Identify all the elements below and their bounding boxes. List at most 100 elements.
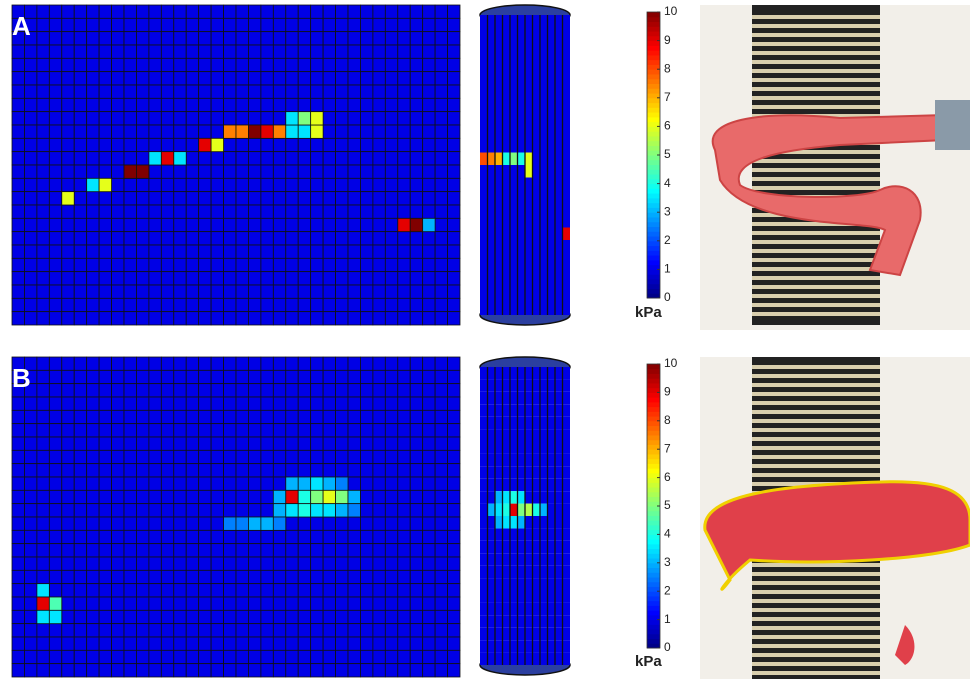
- stripe: [752, 276, 880, 280]
- cell: [495, 52, 503, 65]
- cell: [502, 367, 510, 380]
- cell: [525, 416, 533, 430]
- cell: [260, 383, 274, 398]
- cell: [532, 190, 540, 203]
- cell: [24, 583, 38, 598]
- cell: [310, 423, 324, 438]
- cell: [360, 271, 374, 286]
- cell: [397, 151, 411, 166]
- cell: [422, 111, 436, 126]
- cell: [235, 271, 249, 286]
- cell: [198, 583, 212, 598]
- cell: [36, 543, 50, 558]
- cell: [487, 627, 495, 641]
- cell: [111, 244, 125, 259]
- cell: [73, 649, 88, 665]
- cell: [510, 652, 518, 665]
- cell: [223, 17, 237, 33]
- cell: [347, 623, 361, 638]
- cell: [447, 231, 461, 246]
- cell: [148, 409, 162, 425]
- cell: [148, 191, 162, 206]
- cell: [160, 396, 175, 411]
- colorbar-step: [647, 107, 660, 113]
- cell: [272, 177, 287, 193]
- cell: [447, 476, 461, 491]
- cell: [480, 516, 488, 529]
- cell: [347, 44, 361, 59]
- cell: [248, 57, 262, 73]
- stripe: [752, 24, 880, 28]
- cell: [517, 478, 525, 492]
- cell: [160, 124, 175, 139]
- cell: [73, 191, 88, 206]
- cell: [111, 423, 125, 438]
- cell: [347, 137, 361, 153]
- cell: [335, 356, 349, 371]
- cell: [111, 177, 125, 193]
- cell: [123, 111, 137, 126]
- cell: [210, 503, 224, 518]
- cell: [547, 252, 555, 265]
- cell: [517, 77, 525, 90]
- cell: [148, 284, 162, 299]
- cell: [136, 516, 150, 531]
- cell: [360, 124, 374, 139]
- cell: [285, 164, 299, 179]
- cell: [160, 204, 175, 219]
- cell: [11, 257, 25, 273]
- cell: [360, 111, 374, 126]
- hot-cell: [525, 152, 533, 165]
- cell: [48, 71, 63, 86]
- cell: [223, 297, 237, 313]
- cell: [148, 423, 162, 438]
- cell: [480, 277, 488, 290]
- cell: [61, 124, 75, 139]
- cell: [397, 409, 411, 425]
- cell: [235, 204, 249, 219]
- hot-cell: [347, 503, 361, 518]
- cell: [495, 252, 503, 265]
- cell: [98, 71, 112, 86]
- cell: [335, 463, 349, 478]
- cell: [285, 231, 299, 246]
- cell: [48, 284, 63, 299]
- cell: [510, 640, 518, 653]
- cell: [185, 476, 200, 491]
- cell: [347, 71, 361, 86]
- colorbar-step: [647, 183, 660, 189]
- hot-cell: [235, 516, 249, 531]
- cell: [480, 578, 488, 591]
- cell: [562, 290, 570, 303]
- cell: [322, 284, 336, 299]
- cell: [11, 583, 25, 598]
- cell: [210, 383, 224, 398]
- colorbar-step: [647, 605, 660, 611]
- cell: [547, 102, 555, 115]
- cell: [285, 57, 299, 73]
- cell: [555, 466, 563, 479]
- cell: [360, 31, 374, 46]
- cell: [48, 476, 63, 491]
- cell: [347, 663, 361, 678]
- cell: [487, 528, 495, 541]
- cell: [525, 627, 533, 641]
- cell: [160, 44, 175, 59]
- cell: [495, 640, 503, 653]
- cell: [480, 252, 488, 265]
- colorbar-step: [647, 274, 660, 280]
- cell: [24, 649, 38, 665]
- cell: [547, 578, 555, 591]
- cell: [98, 423, 112, 438]
- cell: [61, 663, 75, 678]
- cell: [98, 383, 112, 398]
- cell: [384, 111, 399, 126]
- cell: [198, 383, 212, 398]
- colorbar-step: [647, 392, 660, 398]
- cell: [111, 151, 125, 166]
- cell: [510, 453, 518, 467]
- cell: [248, 596, 262, 611]
- cell: [547, 140, 555, 153]
- cell: [11, 596, 25, 611]
- colorbar-step: [647, 216, 660, 223]
